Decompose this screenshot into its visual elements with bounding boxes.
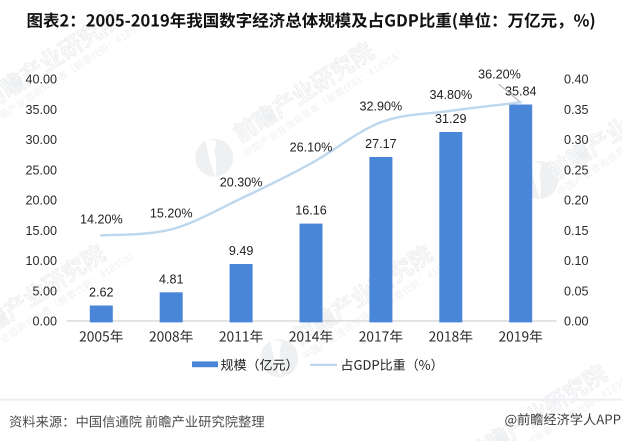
svg-text:40.00: 40.00 [25,73,57,87]
svg-text:0.35: 0.35 [564,103,589,117]
svg-text:0.00: 0.00 [564,315,589,329]
svg-text:31.29: 31.29 [435,112,467,126]
svg-text:27.17: 27.17 [365,137,397,151]
svg-text:15.00: 15.00 [25,224,57,238]
svg-text:32.90%: 32.90% [360,99,403,113]
svg-text:0.30: 0.30 [564,133,589,147]
svg-text:15.20%: 15.20% [150,207,193,221]
svg-text:30.00: 30.00 [25,133,57,147]
svg-text:0.20: 0.20 [564,194,589,208]
svg-text:20.00: 20.00 [25,194,57,208]
svg-text:0.40: 0.40 [564,73,589,87]
svg-text:35.00: 35.00 [25,103,57,117]
svg-text:16.16: 16.16 [295,204,327,218]
svg-text:0.15: 0.15 [564,224,589,238]
svg-text:10.00: 10.00 [25,254,57,268]
svg-text:5.00: 5.00 [32,284,57,298]
svg-text:2.62: 2.62 [89,286,114,300]
svg-text:34.80%: 34.80% [429,88,472,102]
svg-text:4.81: 4.81 [159,272,184,286]
svg-text:0.00: 0.00 [32,315,57,329]
svg-text:0.05: 0.05 [564,284,589,298]
svg-text:25.00: 25.00 [25,163,57,177]
svg-text:36.20%: 36.20% [478,68,521,82]
svg-text:0.25: 0.25 [564,163,589,177]
svg-text:0.10: 0.10 [564,254,589,268]
svg-text:9.49: 9.49 [229,244,254,258]
svg-text:20.30%: 20.30% [220,176,263,190]
svg-text:26.10%: 26.10% [290,141,333,155]
svg-text:35.84: 35.84 [505,85,537,99]
svg-text:14.20%: 14.20% [80,213,123,227]
